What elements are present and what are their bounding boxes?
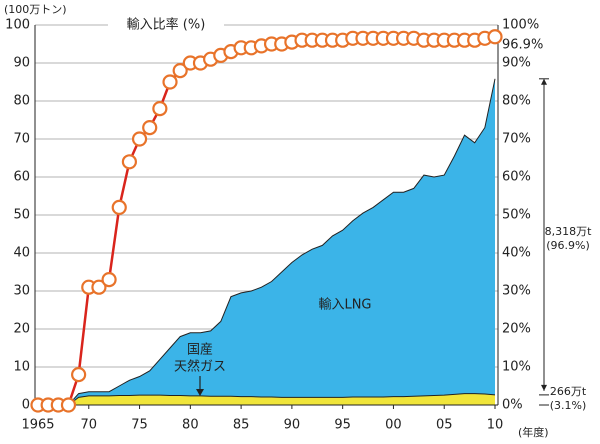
area [38,393,495,405]
y2-tick-label: 100% [502,18,539,33]
ratio-marker [152,100,168,117]
series-label: 天然ガス [174,359,226,375]
ratio-marker [91,279,107,295]
ratio-marker [121,154,137,170]
annotation: 8,318万t [545,225,592,238]
annotation: (3.1%) [550,399,587,412]
x-tick-label: 75 [131,418,148,433]
annotation: (96.9%) [546,239,590,252]
y-tick-label: 70 [13,132,30,147]
x-tick-label: 80 [182,418,199,433]
y-tick-label: 60 [13,170,30,185]
y-tick-label: 100 [5,18,30,33]
x-tick-label: 85 [233,418,250,433]
x-tick-label: 1965 [21,418,54,433]
annotation: 266万t [550,385,587,398]
ratio-marker [142,119,158,136]
y-tick-label: 80 [13,94,30,109]
series-label: 輸入比率 (%) [127,17,206,33]
y-tick-label: 30 [13,284,30,299]
x-tick-label: 05 [436,418,453,433]
area [38,78,495,406]
y-tick-label: 10 [13,360,30,375]
y-tick-label: 50 [13,208,30,223]
ratio-marker [162,74,178,90]
ratio-marker [172,62,188,79]
y2-tick-label: 50% [502,208,531,223]
y2-tick-label: 60% [502,170,531,185]
x-tick-label: 90 [284,418,301,433]
y2-tick-label: 70% [502,132,531,147]
y2-tick-label: 90% [502,56,531,71]
ratio-marker [131,131,148,147]
y2-tick-label: 20% [502,322,531,337]
arrow [541,384,547,391]
y-unit: (100万トン) [4,3,67,16]
y-tick-label: 40 [13,246,30,261]
series-label: 輸入LNG [318,298,371,313]
y2-tick-label: 0% [502,398,523,413]
y2-tick-label: 80% [502,94,531,109]
area-edge [38,393,496,406]
ratio-marker [111,199,127,215]
ratio-marker [60,397,77,413]
pointer-head [196,389,204,396]
y-tick-label: 0 [22,398,30,413]
arrow [541,78,547,85]
x-tick-label: 70 [81,418,98,433]
label-bg [108,16,224,34]
ratio-marker [71,367,87,383]
y-tick-label: 90 [13,56,30,71]
x-tick-label: 10 [487,418,504,433]
ratio-marker [487,29,503,45]
x-tick-label: 00 [385,418,402,433]
y2-tick-label: 30% [502,284,531,299]
x-tick-label: 95 [334,418,351,433]
series-label: 国産 [187,342,213,358]
y2-tick-label: 10% [502,360,531,375]
annotation: 96.9% [502,38,543,53]
x-unit: (年度) [518,425,549,439]
y-tick-label: 20 [13,322,30,337]
area-edge [38,78,496,406]
ratio-marker [101,272,117,288]
y2-tick-label: 40% [502,246,531,261]
